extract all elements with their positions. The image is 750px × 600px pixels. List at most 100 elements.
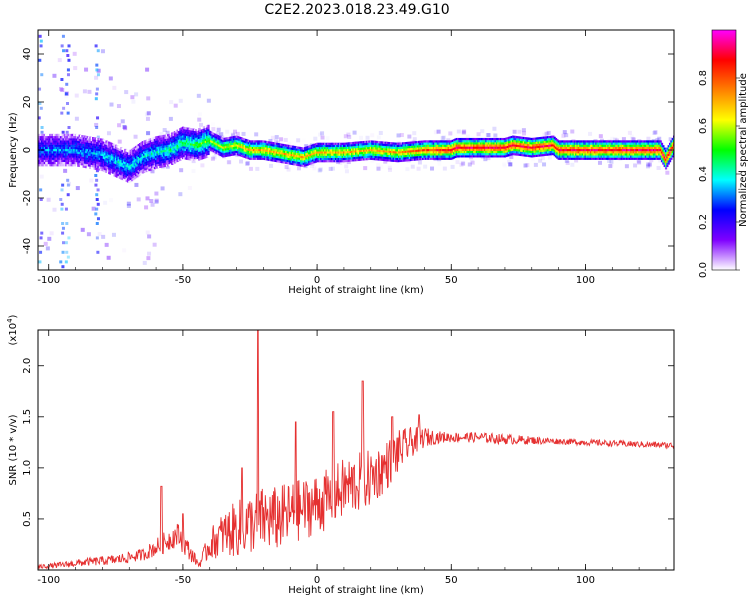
- heatmap-cell: [63, 138, 67, 141]
- heatmap-cell: [132, 167, 135, 170]
- heatmap-cell: [462, 140, 465, 143]
- heatmap-cell: [74, 93, 79, 98]
- heatmap-cell: [287, 155, 291, 158]
- heatmap-cell: [67, 236, 71, 240]
- heatmap-cell: [446, 153, 449, 156]
- heatmap-cell: [497, 146, 500, 149]
- heatmap-cell: [50, 136, 53, 139]
- heatmap-cell: [529, 155, 532, 158]
- heatmap-cell: [143, 149, 146, 152]
- heatmap-cell: [431, 144, 434, 147]
- heatmap-cell: [384, 143, 387, 147]
- heatmap-cell: [279, 154, 283, 157]
- heatmap-cell: [94, 148, 97, 151]
- heatmap-cell: [105, 153, 108, 156]
- heatmap-cell: [273, 159, 276, 162]
- heatmap-cell: [502, 137, 505, 141]
- heatmap-cell: [47, 157, 50, 160]
- heatmap-cell: [530, 146, 533, 149]
- heatmap-cell: [59, 159, 63, 162]
- heatmap-cell: [74, 157, 77, 160]
- heatmap-cell: [105, 144, 108, 147]
- heatmap-cell: [43, 161, 46, 165]
- heatmap-cell: [305, 163, 308, 167]
- heatmap-cell: [368, 153, 371, 156]
- heatmap-cell: [53, 151, 56, 154]
- heatmap-cell: [104, 152, 107, 156]
- heatmap-cell: [490, 144, 493, 147]
- heatmap-cell: [118, 176, 122, 179]
- heatmap-cell: [360, 158, 363, 161]
- heatmap-cell: [149, 144, 152, 147]
- heatmap-cell: [290, 160, 293, 163]
- heatmap-cell: [432, 157, 436, 160]
- heatmap-cell: [53, 138, 56, 141]
- heatmap-cell: [89, 136, 92, 139]
- heatmap-cell: [452, 156, 456, 159]
- heatmap-cell: [133, 174, 136, 178]
- heatmap-cell: [273, 142, 276, 145]
- heatmap-cell: [655, 138, 660, 143]
- heatmap-cell: [191, 132, 194, 135]
- heatmap-cell: [520, 145, 523, 148]
- heatmap-cell: [98, 157, 101, 160]
- heatmap-cell: [184, 133, 187, 136]
- heatmap-cell: [42, 133, 45, 137]
- heatmap-cell: [177, 154, 181, 157]
- heatmap-cell: [653, 130, 658, 135]
- heatmap-cell: [67, 151, 71, 154]
- heatmap-cell: [136, 153, 139, 156]
- heatmap-cell: [403, 159, 406, 162]
- heatmap-cell: [160, 156, 163, 160]
- heatmap-cell: [65, 130, 69, 134]
- heatmap-cell: [110, 170, 113, 174]
- heatmap-cell: [69, 133, 72, 137]
- heatmap-cell: [385, 143, 389, 147]
- heatmap-cell: [507, 143, 511, 146]
- heatmap-cell: [138, 147, 142, 150]
- heatmap-cell: [94, 137, 97, 140]
- heatmap-cell: [532, 155, 535, 158]
- heatmap-cell: [100, 140, 103, 143]
- heatmap-cell: [274, 135, 279, 140]
- heatmap-cell: [155, 138, 158, 141]
- heatmap-cell: [108, 150, 111, 153]
- heatmap-cell: [216, 145, 219, 149]
- heatmap-cell: [299, 164, 303, 167]
- heatmap-cell: [395, 144, 398, 147]
- heatmap-cell: [73, 146, 76, 150]
- heatmap-cell: [78, 151, 81, 155]
- heatmap-cell: [355, 150, 358, 153]
- heatmap-cell: [94, 212, 98, 216]
- heatmap-cell: [499, 148, 503, 151]
- heatmap-cell: [223, 155, 226, 158]
- heatmap-cell: [47, 133, 50, 137]
- heatmap-cell: [200, 148, 203, 151]
- heatmap-cell: [462, 155, 465, 158]
- heatmap-cell: [302, 151, 305, 155]
- heatmap-cell: [164, 158, 167, 161]
- heatmap-cell: [424, 146, 427, 150]
- heatmap-cell: [198, 132, 201, 135]
- heatmap-cell: [66, 138, 69, 141]
- heatmap-cell: [163, 141, 166, 144]
- heatmap-cell: [274, 155, 277, 158]
- heatmap-cell: [176, 131, 179, 134]
- heatmap-cell: [265, 143, 268, 146]
- heatmap-cell: [45, 142, 48, 145]
- heatmap-cell: [192, 156, 195, 159]
- heatmap-cell: [329, 142, 332, 145]
- heatmap-cell: [94, 97, 98, 101]
- heatmap-cell: [118, 159, 122, 162]
- heatmap-cell: [486, 156, 491, 161]
- heatmap-cell: [116, 175, 119, 178]
- heatmap-cell: [214, 148, 217, 151]
- heatmap-cell: [346, 153, 350, 156]
- heatmap-cell: [352, 150, 355, 153]
- heatmap-cell: [431, 155, 434, 158]
- heatmap-cell: [78, 154, 81, 157]
- heatmap-cell: [494, 153, 497, 156]
- heatmap-cell: [148, 155, 151, 159]
- heatmap-cell: [342, 142, 346, 145]
- heatmap-cell: [404, 159, 407, 162]
